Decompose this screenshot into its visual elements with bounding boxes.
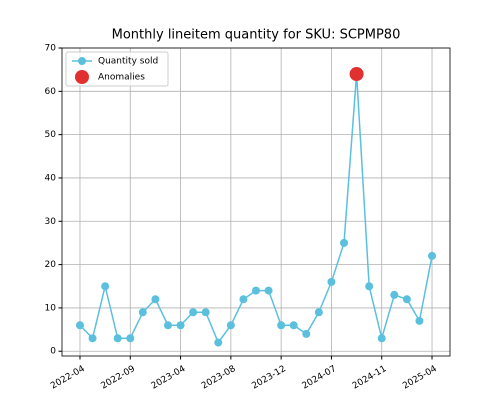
data-point: [402, 295, 411, 304]
data-point: [75, 321, 84, 330]
legend-marker: [75, 70, 89, 84]
data-point: [428, 251, 437, 260]
x-tick-label: 2023-08: [200, 364, 238, 392]
y-tick-label: 30: [45, 217, 57, 227]
y-tick-label: 10: [45, 303, 57, 313]
data-point: [415, 316, 424, 325]
legend-label: Quantity sold: [98, 57, 158, 67]
y-tick-label: 20: [45, 260, 57, 270]
data-point: [151, 295, 160, 304]
data-point: [101, 282, 110, 291]
data-point: [289, 321, 298, 330]
x-tick-label: 2023-04: [150, 364, 188, 392]
data-point: [113, 334, 122, 343]
x-tick-label: 2022-04: [49, 364, 87, 392]
data-point: [277, 321, 286, 330]
x-tick-label: 2022-09: [99, 364, 137, 392]
y-tick-label: 70: [45, 44, 57, 54]
data-point: [189, 308, 198, 317]
data-point: [365, 282, 374, 291]
data-point: [390, 290, 399, 299]
data-point: [239, 295, 248, 304]
data-point: [201, 308, 210, 317]
data-point: [327, 277, 336, 286]
y-tick-label: 40: [45, 173, 57, 183]
data-point: [252, 286, 260, 295]
legend-marker: [78, 57, 86, 65]
legend-label: Anomalies: [98, 73, 145, 83]
data-point: [163, 321, 172, 330]
x-tick-label: 2023-12: [250, 364, 288, 391]
data-point: [302, 329, 311, 338]
x-tick-label: 2024-07: [301, 364, 339, 391]
data-point: [126, 334, 135, 343]
data-point: [214, 338, 223, 347]
plot-frame: [61, 47, 451, 357]
x-tick-label: 2025-04: [401, 364, 439, 392]
data-point: [377, 334, 386, 343]
y-tick-label: 60: [45, 87, 57, 97]
legend: Quantity sold Anomalies: [65, 51, 169, 87]
chart-title: Monthly lineitem quantity for SKU: SCPMP…: [112, 28, 401, 43]
data-point: [138, 308, 147, 317]
x-tick-label: 2024-11: [351, 364, 389, 391]
data-point: [226, 321, 235, 330]
data-point: [314, 308, 323, 317]
data-point: [264, 286, 273, 295]
y-tick-label: 50: [45, 130, 57, 140]
data-line: [79, 73, 433, 345]
anomaly-point: [349, 66, 364, 81]
data-point: [176, 321, 185, 330]
data-point: [88, 334, 97, 343]
y-tick-label: 0: [50, 347, 56, 357]
data-point: [340, 238, 349, 247]
